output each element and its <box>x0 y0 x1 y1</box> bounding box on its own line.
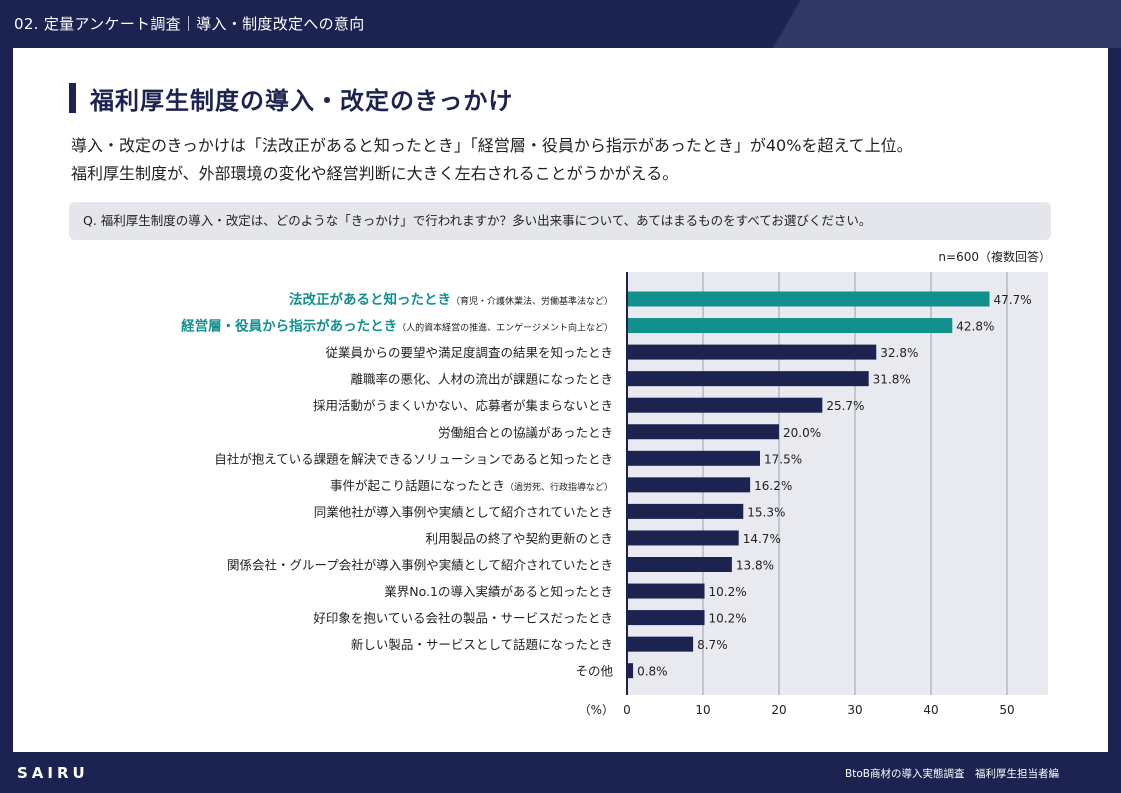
data-label: 10.2% <box>709 585 747 599</box>
category-label: 法改正があると知ったとき（育児・介護休業法、労働基準法など） <box>289 291 613 308</box>
x-tick-label: 30 <box>847 703 862 717</box>
data-label: 0.8% <box>637 665 668 679</box>
bar <box>627 610 705 626</box>
bar <box>627 291 990 307</box>
x-tick-label: 50 <box>999 703 1014 717</box>
x-tick-label: 40 <box>923 703 938 717</box>
bar <box>627 344 877 360</box>
data-label: 10.2% <box>709 612 747 626</box>
category-label: 労働組合との協議があったとき <box>438 425 613 440</box>
data-label: 14.7% <box>743 532 781 546</box>
lead-text: 導入・改定のきっかけは「法改正があると知ったとき」「経営層・役員から指示があった… <box>71 132 1071 188</box>
x-tick-label: 20 <box>771 703 786 717</box>
brand-logo: SAIRU <box>17 764 89 782</box>
category-label: 利用製品の終了や契約更新のとき <box>425 531 613 546</box>
data-label: 32.8% <box>880 346 918 360</box>
bar <box>627 477 751 493</box>
data-label: 31.8% <box>873 373 911 387</box>
bar <box>627 583 705 599</box>
bar <box>627 397 823 413</box>
data-label: 20.0% <box>783 426 821 440</box>
category-label: その他 <box>575 664 613 679</box>
x-tick-label: 0 <box>623 703 631 717</box>
bar <box>627 424 779 440</box>
data-label: 25.7% <box>826 399 864 413</box>
top-bar-decoration <box>701 0 1121 48</box>
bar <box>627 530 739 546</box>
category-label: 従業員からの要望や満足度調査の結果を知ったとき <box>325 345 613 360</box>
category-label: 採用活動がうまくいかない、応募者が集まらないとき <box>313 398 613 413</box>
category-label: 関係会社・グループ会社が導入事例や実績として紹介されていたとき <box>227 558 613 573</box>
page-heading: 福利厚生制度の導入・改定のきっかけ <box>69 82 514 115</box>
bar <box>627 450 760 466</box>
bar <box>627 663 634 679</box>
top-bar: 02. 定量アンケート調査｜導入・制度改定への意向 <box>0 0 1121 48</box>
lead-line-2: 福利厚生制度が、外部環境の変化や経営判断に大きく左右されることがうかがえる。 <box>71 164 679 183</box>
bar <box>627 636 694 652</box>
category-label: 事件が起こり話題になったとき（過労死、行政指導など） <box>330 478 613 493</box>
category-label: 経営層・役員から指示があったとき（人的資本経営の推進、エンゲージメント向上など） <box>181 318 613 335</box>
bar <box>627 318 953 334</box>
x-unit-label: （%） <box>579 703 614 717</box>
data-label: 47.7% <box>994 293 1032 307</box>
category-label: 同業他社が導入事例や実績として紹介されていたとき <box>314 504 613 519</box>
category-label: 好印象を抱いている会社の製品・サービスだったとき <box>313 611 613 626</box>
bar <box>627 503 744 519</box>
sample-note: n=600（複数回答） <box>938 250 1051 264</box>
x-tick-label: 10 <box>695 703 710 717</box>
survey-question: Q. 福利厚生制度の導入・改定は、どのような「きっかけ」で行われますか？多い出来… <box>69 202 1051 240</box>
data-label: 13.8% <box>736 559 774 573</box>
data-label: 42.8% <box>956 320 994 334</box>
bar <box>627 371 869 387</box>
page-title: 福利厚生制度の導入・改定のきっかけ <box>90 86 514 115</box>
category-label: 業界No.1の導入実績があると知ったとき <box>384 584 613 599</box>
bar <box>627 557 732 572</box>
heading-accent-bar <box>69 83 76 113</box>
category-label: 新しい製品・サービスとして話題になったとき <box>351 637 613 652</box>
data-label: 8.7% <box>697 638 728 652</box>
section-title: 02. 定量アンケート調査｜導入・制度改定への意向 <box>14 15 365 33</box>
category-label: 自社が抱えている課題を解決できるソリューションであると知ったとき <box>214 451 613 466</box>
lead-line-1: 導入・改定のきっかけは「法改正があると知ったとき」「経営層・役員から指示があった… <box>71 136 913 155</box>
footer-source: BtoB商材の導入実態調査 福利厚生担当者編 <box>845 768 1059 780</box>
data-label: 16.2% <box>754 479 792 493</box>
category-label: 離職率の悪化、人材の流出が課題になったとき <box>350 372 613 387</box>
data-label: 17.5% <box>764 452 802 466</box>
data-label: 15.3% <box>747 505 785 519</box>
